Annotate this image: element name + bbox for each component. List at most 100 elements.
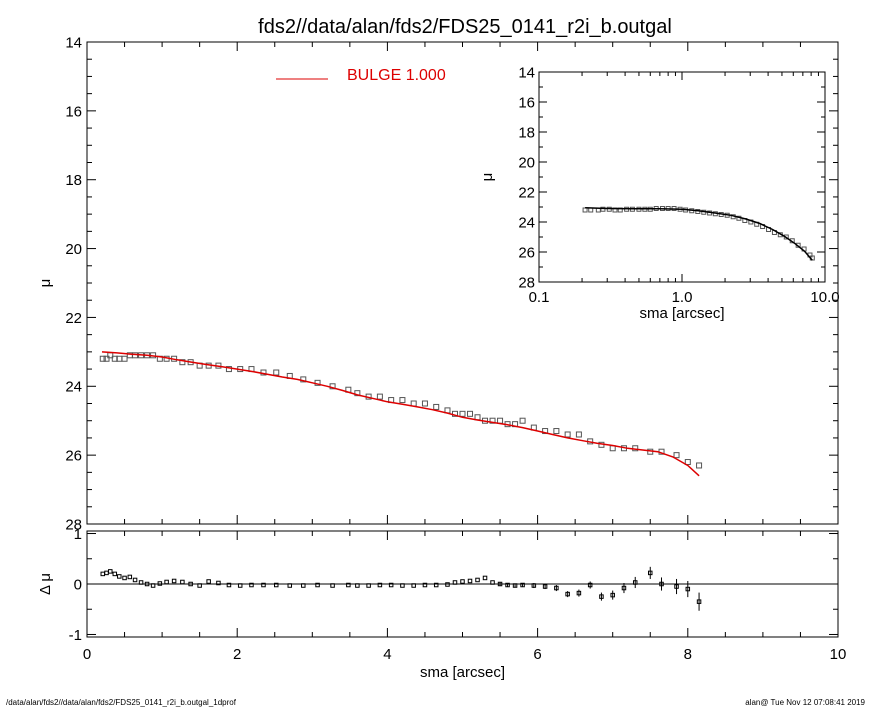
main-model-line <box>101 351 700 477</box>
residual-point <box>138 580 144 585</box>
residual-point <box>497 581 503 587</box>
residual-point <box>315 582 320 588</box>
residual-point <box>433 582 439 588</box>
residual-xtick-label: 2 <box>233 646 241 663</box>
footer-timestamp: alan@ Tue Nov 12 07:08:41 2019 <box>745 698 865 707</box>
residual-point <box>206 579 211 584</box>
residual-point <box>287 583 293 588</box>
legend: BULGE 1.000 <box>276 67 446 84</box>
main-point <box>459 410 466 417</box>
residual-point <box>104 570 109 576</box>
inset-ytick-label: 14 <box>518 64 535 81</box>
main-point <box>121 355 128 362</box>
residual-point <box>400 583 405 588</box>
residual-point <box>565 591 570 597</box>
residual-point <box>648 570 653 576</box>
residual-ytick-label: -1 <box>69 627 82 644</box>
residual-point <box>301 583 306 588</box>
inset-background <box>538 71 826 283</box>
residual-point <box>674 584 679 589</box>
residual-point <box>216 580 221 586</box>
main-ytick-label: 14 <box>65 34 82 51</box>
residual-xlabel: sma [arcsec] <box>420 664 505 681</box>
residual-ytick-label: 0 <box>74 576 82 593</box>
inset-ytick-label: 16 <box>518 94 535 111</box>
footer-filename: /data/alan/fds2//data/alan/fds2/FDS25_01… <box>6 698 236 707</box>
residual-point <box>100 571 106 577</box>
residual-point <box>554 585 559 591</box>
residual-point <box>366 583 371 588</box>
inset-xtick-label: 10.0 <box>810 289 839 306</box>
residual-point <box>659 581 664 587</box>
main-point <box>433 403 440 410</box>
residual-ytick-label: 1 <box>74 526 82 543</box>
residual-point <box>127 574 133 580</box>
residual-point <box>112 571 118 577</box>
main-point <box>467 410 474 417</box>
residual-point <box>237 583 243 588</box>
inset-xlabel: sma [arcsec] <box>639 305 724 322</box>
main-point <box>553 428 560 435</box>
main-point <box>542 428 549 435</box>
inset-ytick-label: 22 <box>518 184 535 201</box>
main-ytick-label: 24 <box>65 379 82 396</box>
residual-point <box>346 582 351 588</box>
main-point <box>300 376 307 383</box>
main-ytick-label: 20 <box>65 241 82 258</box>
main-point <box>273 369 280 376</box>
residual-point <box>531 583 537 588</box>
legend-label: BULGE 1.000 <box>347 67 446 84</box>
inset-point <box>600 206 606 212</box>
residual-point <box>388 582 394 588</box>
residual-point <box>621 585 627 591</box>
main-point <box>684 459 691 466</box>
inset-ytick-label: 24 <box>518 214 535 231</box>
main-point <box>354 390 361 397</box>
residual-point <box>542 584 548 589</box>
residual-xtick-label: 8 <box>684 646 692 663</box>
main-point <box>179 359 186 366</box>
inset-model-line <box>585 207 813 261</box>
chart-title: fds2//data/alan/fds2/FDS25_0141_r2i_b.ou… <box>258 16 672 38</box>
residual-point <box>249 582 254 588</box>
main-point <box>376 393 383 400</box>
inset-panel: 0.1 1.0 10.0 sma [arcsec] 14 16 18 20 22 24 26 28 μ <box>479 64 840 322</box>
main-point <box>696 462 703 469</box>
residual-point <box>610 592 615 598</box>
main-panel: 14 16 18 20 22 24 26 28 μ <box>37 34 839 533</box>
residual-point <box>150 583 156 588</box>
main-point <box>399 397 406 404</box>
residual-point <box>377 582 383 588</box>
residual-ylabel: Δ μ <box>37 573 54 595</box>
residual-point <box>144 581 150 587</box>
inset-point <box>582 207 588 213</box>
main-ytick-label: 16 <box>65 103 82 120</box>
residual-xtick-label: 6 <box>533 646 541 663</box>
main-ytick-label: 28 <box>65 516 82 533</box>
residual-point <box>587 582 593 588</box>
residual-point <box>422 582 428 588</box>
inset-xtick-label: 0.1 <box>529 289 550 306</box>
residual-point <box>445 582 450 587</box>
residual-point <box>505 582 510 588</box>
main-point <box>497 417 504 424</box>
residual-point <box>117 574 122 579</box>
inset-ytick-label: 20 <box>518 154 535 171</box>
residual-point <box>475 577 480 583</box>
inset-ytick-label: 28 <box>518 274 535 291</box>
main-point <box>225 366 232 373</box>
main-point <box>103 355 110 362</box>
residual-xtick-label: 0 <box>83 646 91 663</box>
residual-point <box>274 582 279 588</box>
residual-point <box>261 582 266 588</box>
residual-point <box>452 580 458 585</box>
inset-ylabel: μ <box>479 173 496 182</box>
residual-point <box>188 581 193 587</box>
main-ytick-label: 18 <box>65 172 82 189</box>
residual-point <box>157 581 163 586</box>
residual-point <box>108 569 113 574</box>
residual-point <box>180 579 185 585</box>
residual-point <box>330 583 335 588</box>
